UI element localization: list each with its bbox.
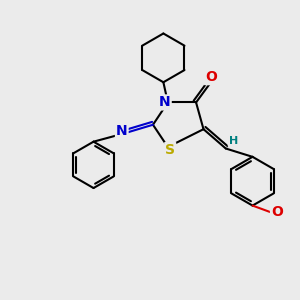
Text: O: O (271, 206, 283, 219)
Text: S: S (165, 143, 175, 157)
Text: O: O (205, 70, 217, 84)
Text: H: H (229, 136, 238, 146)
Text: N: N (159, 95, 171, 110)
Text: N: N (116, 124, 128, 138)
